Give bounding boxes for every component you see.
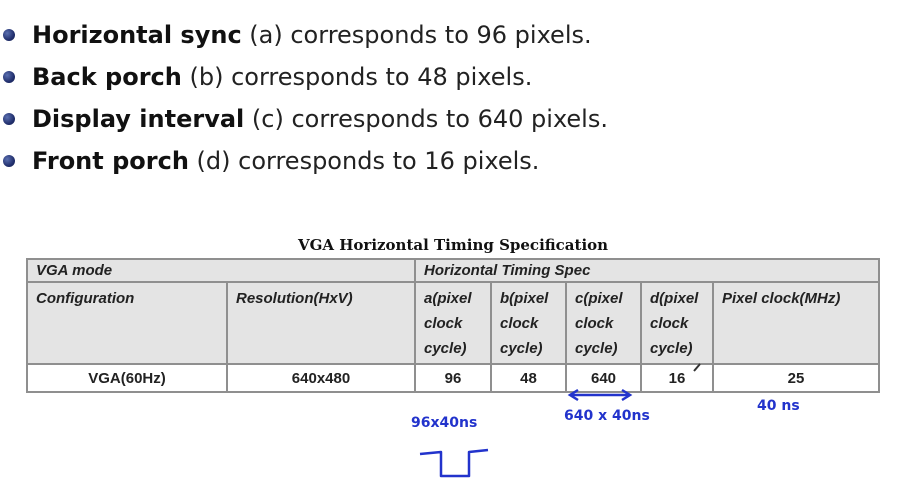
resolution-header: Resolution(HxV) xyxy=(227,282,415,364)
bullet-back-porch: Back porch (b) corresponds to 48 pixels. xyxy=(0,56,909,98)
annotation-40ns: 40 ns xyxy=(757,398,800,414)
bullet-text: (b) corresponds to 48 pixels. xyxy=(181,63,533,91)
bullet-term: Horizontal sync xyxy=(32,21,242,49)
cell-a: 96 xyxy=(415,364,491,392)
header-line: clock xyxy=(500,315,539,332)
header-line: b(pixel xyxy=(500,290,549,307)
bullet-horizontal-sync: Horizontal sync (a) corresponds to 96 pi… xyxy=(0,14,909,56)
header-line: d(pixel xyxy=(650,290,699,307)
bullet-front-porch: Front porch (d) corresponds to 16 pixels… xyxy=(0,140,909,182)
header-line: cycle) xyxy=(575,340,618,357)
header-line: clock xyxy=(424,315,463,332)
c-header: c(pixel clock cycle) xyxy=(566,282,641,364)
bullet-term: Front porch xyxy=(32,147,189,175)
bullet-dot-icon xyxy=(3,113,15,125)
a-header: a(pixel clock cycle) xyxy=(415,282,491,364)
timing-spec-header: Horizontal Timing Spec xyxy=(415,259,879,282)
bullet-text: (c) corresponds to 640 pixels. xyxy=(244,105,608,133)
sync-pulse-icon xyxy=(419,448,489,478)
bullet-dot-icon xyxy=(3,155,15,167)
table-column-header-row: Configuration Resolution(HxV) a(pixel clo… xyxy=(27,282,879,364)
header-line: a(pixel xyxy=(424,290,472,307)
bullet-dot-icon xyxy=(3,29,15,41)
bullet-term: Back porch xyxy=(32,63,182,91)
header-line: clock xyxy=(575,315,614,332)
configuration-header: Configuration xyxy=(27,282,227,364)
header-line: cycle) xyxy=(500,340,543,357)
vga-mode-header: VGA mode xyxy=(27,259,415,282)
table-row: VGA(60Hz) 640x480 96 48 640 16 25 xyxy=(27,364,879,392)
b-header: b(pixel clock cycle) xyxy=(491,282,566,364)
bullet-list: Horizontal sync (a) corresponds to 96 pi… xyxy=(0,14,909,182)
bullet-dot-icon xyxy=(3,71,15,83)
vga-timing-table: VGA mode Horizontal Timing Spec Configur… xyxy=(26,258,880,393)
bullet-display-interval: Display interval (c) corresponds to 640 … xyxy=(0,98,909,140)
table-group-header-row: VGA mode Horizontal Timing Spec xyxy=(27,259,879,282)
header-line: c(pixel xyxy=(575,290,623,307)
d-header: d(pixel clock cycle) xyxy=(641,282,713,364)
cell-pixel-clock: 25 xyxy=(713,364,879,392)
annotation-640x40ns: 640 x 40ns xyxy=(564,408,650,424)
header-line: cycle) xyxy=(650,340,693,357)
annotation-96x40ns: 96x40ns xyxy=(411,415,477,431)
cell-resolution: 640x480 xyxy=(227,364,415,392)
bullet-text: (a) corresponds to 96 pixels. xyxy=(241,21,592,49)
cell-configuration: VGA(60Hz) xyxy=(27,364,227,392)
bullet-term: Display interval xyxy=(32,105,245,133)
header-line: cycle) xyxy=(424,340,467,357)
bullet-text: (d) corresponds to 16 pixels. xyxy=(188,147,540,175)
table-title: VGA Horizontal Timing Specification xyxy=(297,236,609,254)
cell-c: 640 xyxy=(566,364,641,392)
header-line: clock xyxy=(650,315,689,332)
pixel-clock-header: Pixel clock(MHz) xyxy=(713,282,879,364)
cell-d: 16 xyxy=(641,364,713,392)
cell-b: 48 xyxy=(491,364,566,392)
